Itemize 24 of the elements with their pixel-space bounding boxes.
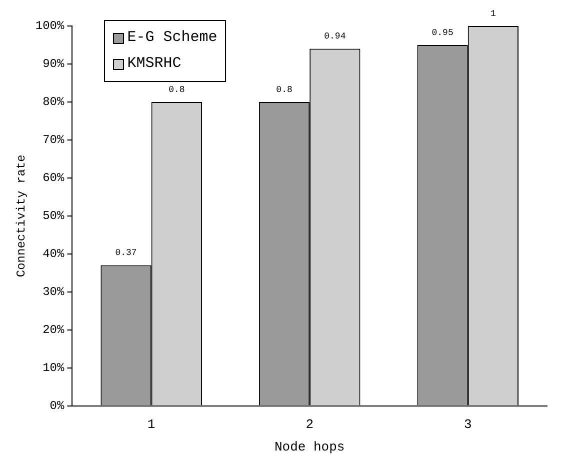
data-label: 0.8 [168, 84, 185, 95]
y-tick-label: 90% [42, 57, 65, 72]
y-tick-label: 70% [42, 133, 65, 148]
data-label: 0.94 [324, 32, 346, 42]
y-tick-label: 80% [42, 95, 65, 110]
data-label: 0.37 [115, 248, 137, 258]
y-tick-label: 50% [42, 209, 65, 224]
legend-label: E-G Scheme [127, 28, 218, 48]
data-label: 0.8 [276, 84, 292, 95]
y-tick-label: 40% [42, 247, 65, 262]
x-axis-title: Node hops [274, 440, 345, 455]
y-tick-label: 0% [50, 398, 65, 413]
y-axis-title: Connectivity rate [14, 154, 28, 278]
x-tick-label: 1 [147, 417, 156, 432]
x-tick-label: 2 [306, 417, 314, 432]
y-tick-label: 30% [42, 285, 65, 300]
y-tick-label: 20% [42, 323, 65, 338]
data-label: 0.95 [432, 28, 454, 38]
y-tick-label: 100% [35, 19, 65, 34]
legend-label: KMSRHC [127, 54, 182, 74]
data-label: 1 [490, 8, 496, 19]
y-tick-label: 60% [42, 171, 65, 186]
y-tick-label: 10% [42, 360, 65, 375]
x-tick-label: 3 [464, 417, 472, 432]
